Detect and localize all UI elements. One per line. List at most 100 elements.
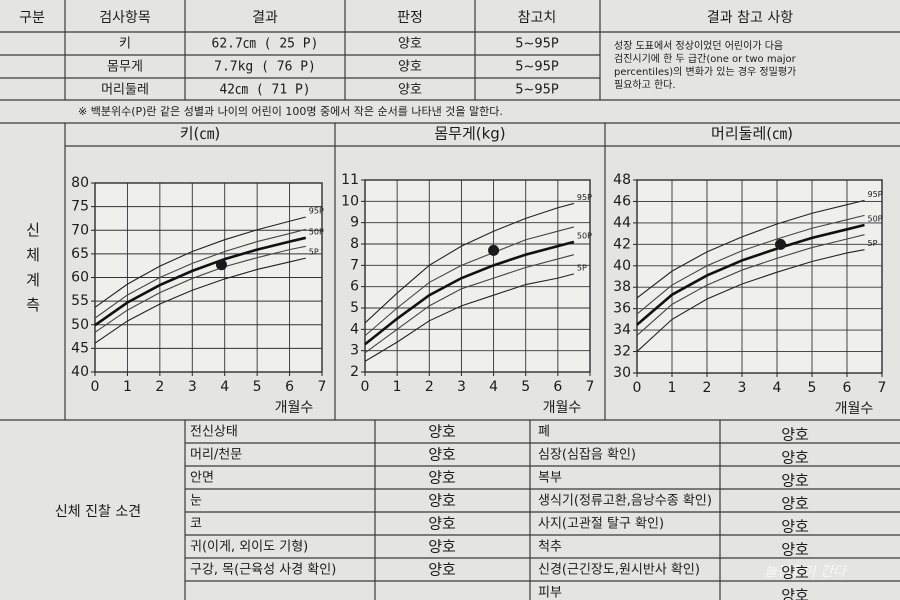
exam-result: 양호 bbox=[428, 469, 456, 487]
x-tick-label: 5 bbox=[521, 379, 530, 395]
y-tick-label: 8 bbox=[350, 236, 359, 252]
y-tick-label: 42 bbox=[613, 236, 631, 252]
exam-item: 심장(심잡음 확인) bbox=[538, 448, 636, 463]
exam-result: 양호 bbox=[428, 492, 456, 510]
percentile-curve bbox=[364, 202, 575, 324]
y-tick-label: 75 bbox=[71, 199, 89, 215]
header-cell: 검사항목 bbox=[99, 10, 151, 26]
exam-result: 양호 bbox=[428, 446, 456, 464]
x-tick-label: 4 bbox=[220, 379, 229, 395]
exam-result: 양호 bbox=[781, 426, 809, 444]
y-tick-label: 55 bbox=[71, 293, 89, 309]
y-tick-label: 45 bbox=[71, 340, 89, 356]
percentile-curve bbox=[364, 273, 575, 362]
x-tick-label: 7 bbox=[586, 379, 595, 395]
judgment: 양호 bbox=[398, 83, 422, 98]
exam-item: 눈 bbox=[190, 494, 202, 509]
item: 몸무게 bbox=[107, 60, 143, 75]
y-tick-label: 46 bbox=[613, 193, 631, 209]
result: 42㎝ ( 71 P) bbox=[219, 83, 310, 98]
exam-item: 폐 bbox=[538, 425, 550, 440]
exam-item: 귀(이게, 외이도 기형) bbox=[190, 540, 308, 555]
exam-label: 신체 진찰 소견 bbox=[55, 504, 141, 520]
reference: 5~95P bbox=[515, 37, 559, 52]
result: 62.7㎝ ( 25 P) bbox=[212, 37, 319, 52]
item: 키 bbox=[119, 37, 131, 52]
y-tick-label: 70 bbox=[71, 222, 89, 238]
exam-item: 안면 bbox=[190, 471, 214, 486]
x-tick-label: 3 bbox=[738, 380, 747, 396]
y-tick-label: 40 bbox=[71, 364, 89, 380]
note-line: 성장 도표에서 정상이었던 어린이가 다음 bbox=[614, 40, 783, 52]
exam-item: 코 bbox=[190, 517, 202, 532]
x-tick-label: 4 bbox=[773, 380, 782, 396]
judgment: 양호 bbox=[398, 37, 422, 52]
exam-item: 피부 bbox=[538, 586, 562, 600]
y-tick-label: 32 bbox=[613, 344, 631, 360]
header-cell: 참고치 bbox=[518, 10, 557, 26]
x-tick-label: 0 bbox=[633, 380, 642, 396]
y-tick-label: 11 bbox=[341, 172, 359, 188]
y-tick-label: 80 bbox=[71, 175, 89, 191]
percentile-curve bbox=[94, 257, 306, 344]
exam-result: 양호 bbox=[781, 495, 809, 513]
child-point bbox=[488, 244, 500, 256]
header-cell: 구분 bbox=[19, 10, 45, 26]
y-tick-label: 4 bbox=[350, 321, 359, 337]
note-line: 검진시기에 한 두 급간(one or two major bbox=[614, 53, 797, 65]
reference: 5~95P bbox=[515, 83, 559, 98]
note-line: 필요하고 한다. bbox=[614, 78, 676, 91]
exam-item: 신경(근긴장도,원시반사 확인) bbox=[538, 563, 700, 578]
percentile-curve bbox=[636, 223, 865, 326]
curve-label: 50P bbox=[309, 227, 324, 236]
exam-result: 양호 bbox=[428, 538, 456, 556]
x-tick-label: 4 bbox=[489, 379, 498, 395]
y-tick-label: 60 bbox=[71, 270, 89, 286]
curve-label: 95P bbox=[577, 193, 592, 202]
exam-result: 양호 bbox=[781, 518, 809, 536]
y-tick-label: 48 bbox=[613, 172, 631, 188]
y-tick-label: 38 bbox=[613, 279, 631, 295]
x-tick-label: 6 bbox=[843, 380, 852, 396]
y-tick-label: 10 bbox=[341, 193, 359, 209]
section-label: 신체계측 bbox=[24, 222, 42, 322]
x-tick-label: 2 bbox=[155, 379, 164, 395]
curve-label: 50P bbox=[868, 215, 883, 224]
x-tick-label: 5 bbox=[808, 380, 817, 396]
exam-result: 양호 bbox=[428, 515, 456, 533]
y-tick-label: 40 bbox=[613, 258, 631, 274]
exam-item: 머리/천문 bbox=[190, 448, 242, 463]
x-axis-label: 개월수 bbox=[275, 400, 314, 416]
exam-result: 양호 bbox=[428, 423, 456, 441]
y-tick-label: 2 bbox=[350, 364, 359, 380]
child-point bbox=[775, 238, 786, 250]
exam-result: 양호 bbox=[781, 587, 809, 600]
y-tick-label: 65 bbox=[71, 246, 89, 262]
exam-result: 양호 bbox=[781, 564, 809, 582]
percentile-curve bbox=[364, 226, 575, 337]
curve-label: 95P bbox=[309, 207, 324, 216]
curve-label: 5P bbox=[577, 263, 587, 272]
x-tick-label: 1 bbox=[393, 379, 402, 395]
exam-item: 사지(고관절 탈구 확인) bbox=[538, 517, 664, 532]
x-tick-label: 7 bbox=[878, 380, 887, 396]
percentile-curve bbox=[94, 216, 306, 308]
y-tick-label: 30 bbox=[613, 365, 631, 381]
plot-area bbox=[636, 179, 883, 374]
y-tick-label: 9 bbox=[350, 215, 359, 231]
y-tick-label: 36 bbox=[613, 301, 631, 317]
item: 머리둘레 bbox=[101, 83, 149, 98]
x-tick-label: 3 bbox=[188, 379, 197, 395]
exam-item: 척추 bbox=[538, 540, 562, 555]
footnote: ※ 백분위수(P)란 같은 성별과 나이의 어린이 100명 중에서 작은 순서… bbox=[78, 105, 503, 118]
x-tick-label: 1 bbox=[123, 379, 132, 395]
x-tick-label: 6 bbox=[285, 379, 294, 395]
plot-area bbox=[364, 179, 591, 373]
y-tick-label: 7 bbox=[350, 257, 359, 273]
curve-label: 5P bbox=[868, 239, 878, 248]
exam-result: 양호 bbox=[781, 449, 809, 467]
x-tick-label: 2 bbox=[703, 380, 712, 396]
chart-title: 머리둘레(㎝) bbox=[711, 125, 793, 143]
percentile-curve bbox=[364, 240, 575, 346]
